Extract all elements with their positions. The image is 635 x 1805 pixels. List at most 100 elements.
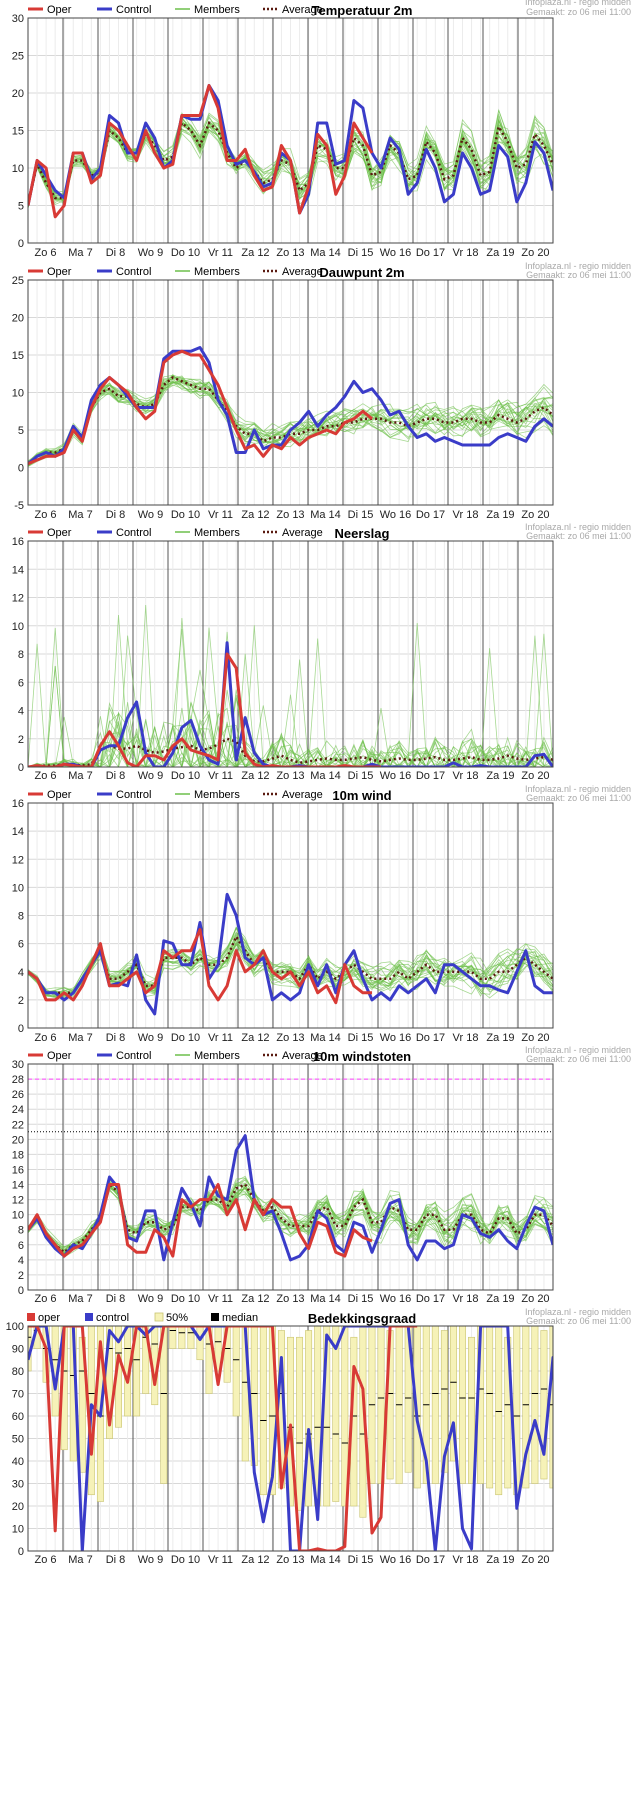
watermark-timestamp: Gemaakt: zo 06 mei 11:00 [526,7,631,17]
y-tick-label: 8 [18,649,24,661]
plot-area [28,1134,553,1262]
band-box [540,1330,548,1480]
plot-area [28,346,553,467]
y-tick-label: 2 [18,1270,24,1282]
member-line [28,627,553,767]
y-tick-label: 0 [18,1285,24,1297]
plot-area [28,84,553,219]
oper-line [28,928,372,1005]
x-tick-label: Wo 16 [380,509,412,521]
member-line [28,937,553,995]
x-tick-label: Zo 20 [521,1293,549,1305]
x-tick-label: Ma 7 [68,1032,92,1044]
x-tick-label: Zo 20 [521,1032,549,1044]
legend-members-label: Members [194,266,240,278]
y-tick-label: 20 [12,313,24,325]
legend-control-label: Control [116,1050,151,1062]
band-box [568,1326,574,1484]
oper-line [28,84,374,219]
band-box [160,1326,168,1484]
member-line [28,614,553,767]
x-tick-label: Wo 9 [138,509,163,521]
x-tick-label: Di 15 [348,509,374,521]
y-tick-label: 10 [12,882,24,894]
band-box [377,1326,385,1484]
x-tick-label: Zo 6 [34,247,56,259]
plot-frame [27,540,554,768]
band-box [187,1326,195,1349]
y-tick-label: 26 [12,1089,24,1101]
x-tick-label: Zo 6 [34,1554,56,1566]
y-tick-label: 10 [12,621,24,633]
x-tick-label: Do 17 [416,1293,445,1305]
y-tick-label: 8 [18,1225,24,1237]
plot-area [28,892,553,1016]
y-tick-label: 28 [12,1074,24,1086]
legend-average-label: Average [282,527,323,539]
y-tick-label: 30 [12,13,24,25]
member-line [28,935,553,994]
band-box [341,1326,349,1507]
y-tick-label: -5 [14,500,24,512]
plot-frame [27,279,554,506]
y-tick-label: 30 [12,1059,24,1071]
band-box [522,1326,530,1489]
x-tick-label: Zo 13 [276,509,304,521]
watermark-timestamp: Gemaakt: zo 06 mei 11:00 [526,1316,631,1326]
oper-line [28,1326,418,1551]
band-box [214,1326,222,1372]
y-tick-label: 10 [12,388,24,400]
x-tick-label: Do 10 [171,509,200,521]
x-tick-label: Wo 16 [380,1032,412,1044]
legend-control-label: Control [116,266,151,278]
watermark-timestamp: Gemaakt: zo 06 mei 11:00 [526,793,631,803]
x-tick-label: Za 12 [241,1554,269,1566]
y-tick-label: 10 [12,163,24,175]
x-tick-label: Za 19 [486,1032,514,1044]
x-tick-label: Ma 7 [68,247,92,259]
band-box [268,1326,276,1496]
x-tick-label: Ma 7 [68,1293,92,1305]
y-tick-label: 12 [12,593,24,605]
member-line [28,945,553,998]
x-tick-label: Do 10 [171,1032,200,1044]
x-tick-label: Zo 13 [276,1293,304,1305]
member-line [28,376,553,464]
legend-average-label: Average [282,1050,323,1062]
x-tick-label: Vr 18 [453,1554,479,1566]
x-tick-label: Ma 14 [310,770,341,782]
x-tick-label: Ma 14 [310,509,341,521]
y-tick-label: 12 [12,854,24,866]
chart-panel-wind: 0 2 4 6 8 10 12 14 16 Zo 6 Ma 7 Di 8 Wo 9 Do 10 Vr 11 Z… [12,784,631,1044]
x-tick-label: Di 8 [106,1554,126,1566]
x-tick-label: Ma 7 [68,509,92,521]
y-tick-label: 20 [12,1134,24,1146]
watermark-timestamp: Gemaakt: zo 06 mei 11:00 [526,531,631,541]
y-tick-label: 14 [12,1180,24,1192]
watermark-source: Infoplaza.nl - regio midden [525,522,631,532]
x-tick-label: Vr 11 [208,770,233,782]
watermark-source: Infoplaza.nl - regio midden [525,1307,631,1317]
x-tick-label: Wo 16 [380,1293,412,1305]
y-tick-label: 10 [12,1524,24,1536]
legend-members-label: Members [194,527,240,539]
member-line [28,625,553,767]
x-tick-label: Wo 9 [138,247,163,259]
x-tick-label: Za 12 [241,1293,269,1305]
y-tick-label: 12 [12,1195,24,1207]
x-tick-label: Zo 20 [521,247,549,259]
x-tick-label: Di 15 [348,770,374,782]
watermark-source: Infoplaza.nl - regio midden [525,1045,631,1055]
x-tick-label: Zo 13 [276,1032,304,1044]
x-tick-label: Do 10 [171,247,200,259]
x-tick-label: Do 17 [416,509,445,521]
chart-title: 10m wind [332,788,391,803]
y-tick-label: 0 [18,238,24,250]
band-box [431,1326,439,1484]
y-tick-label: 2 [18,995,24,1007]
member-line [28,659,553,767]
x-tick-label: Za 19 [486,247,514,259]
average-line [28,933,553,995]
x-tick-label: Di 15 [348,247,374,259]
band-box [468,1336,476,1484]
